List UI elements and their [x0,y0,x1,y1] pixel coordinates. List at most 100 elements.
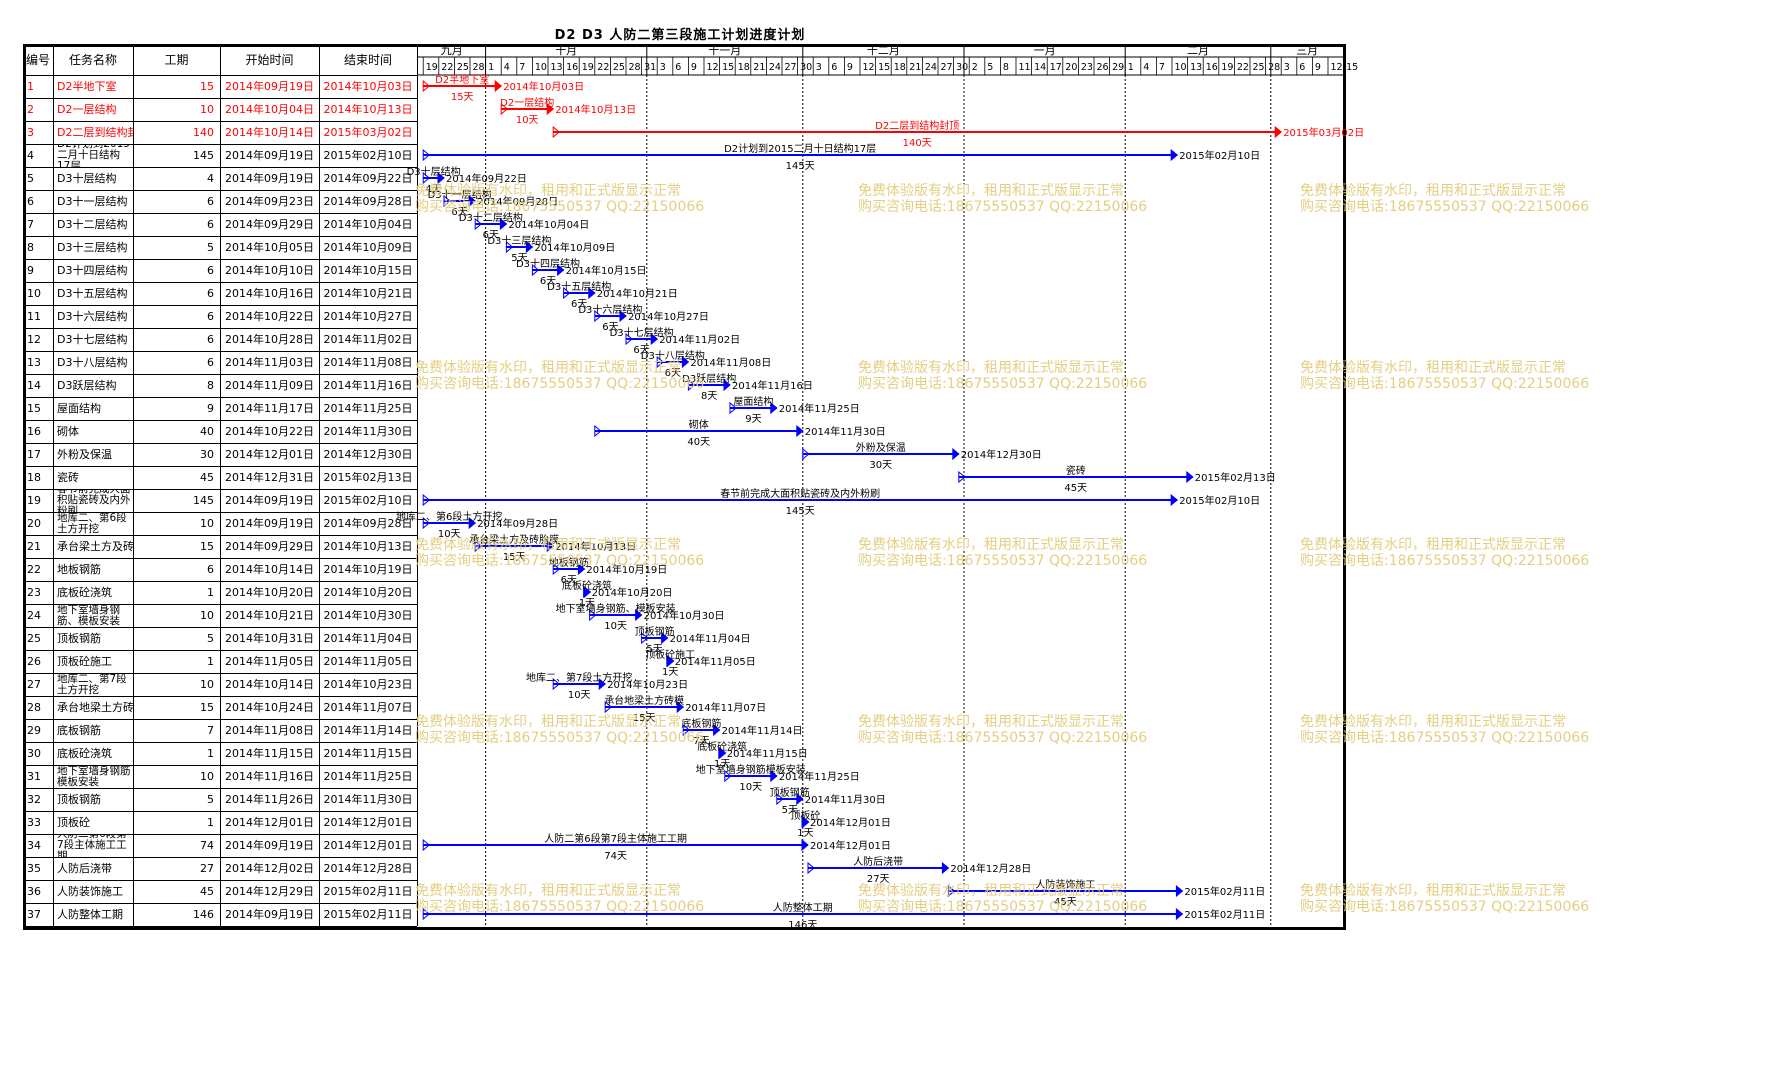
task-start: 2014年11月09日 [225,378,314,392]
table-row[interactable]: 34 人防二第6段第7段主体施工工期 74 2014年09月19日 2014年12月01… [23,834,417,857]
table-row[interactable]: 29 底板钢筋 7 2014年11月08日 2014年11月14日 [23,719,417,742]
task-start: 2014年11月05日 [225,654,314,668]
task-id: 11 [27,309,41,323]
task-end: 2014年10月03日 [323,79,413,93]
task-start: 2014年10月24日 [225,700,314,714]
task-id: 31 [27,769,41,783]
watermark: 免费体验版有水印，租用和正式版显示正常 购买咨询电话:18675550537 Q… [415,714,704,746]
task-end: 2014年10月13日 [323,102,413,116]
watermark-line-2: 购买咨询电话:18675550537 QQ:22150066 [1300,553,1590,569]
task-name: D3跃层结构 [57,378,117,392]
column-header-duration: 工期 [164,52,189,67]
table-row[interactable]: 32 顶板钢筋 5 2014年11月26日 2014年11月30日 [23,788,417,811]
task-end: 2014年10月23日 [323,677,413,691]
task-duration: 6 [207,194,214,208]
table-row[interactable]: 7 D3十二层结构 6 2014年09月29日 2014年10月04日 [23,213,417,236]
task-name: 地下室墙身钢筋、模板安装 [57,604,120,627]
task-id: 4 [27,148,34,162]
watermark: 免费体验版有水印，租用和正式版显示正常 购买咨询电话:18675550537 Q… [1300,537,1589,569]
task-id: 2 [27,102,34,116]
table-row[interactable]: 3 D2二层到结构封顶 140 2014年10月14日 2015年03月02日 [23,121,417,144]
task-name: 人防后浇带 [57,861,112,875]
task-id: 16 [27,424,41,438]
table-row[interactable]: 19 春节前完成大面积贴瓷砖及内外粉刷 145 2014年09月19日 2015年02月… [23,489,417,512]
table-row[interactable]: 11 D3十六层结构 6 2014年10月22日 2014年10月27日 [23,305,417,328]
table-row[interactable]: 2 D2一层结构 10 2014年10月04日 2014年10月13日 [23,98,417,121]
task-id: 17 [27,447,41,461]
watermark-line-1: 免费体验版有水印，租用和正式版显示正常 [1300,883,1566,899]
task-id: 9 [27,263,34,277]
task-name: 地下室墙身钢筋模板安装 [57,765,131,788]
task-name: D3十一层结构 [57,194,128,208]
task-end: 2014年11月16日 [323,378,413,392]
task-duration: 6 [207,355,214,369]
table-row[interactable]: 16 砌体 40 2014年10月22日 2014年11月30日 [23,420,417,443]
watermark-line-2: 购买咨询电话:18675550537 QQ:22150066 [858,730,1148,746]
task-duration: 146 [193,907,214,921]
table-row[interactable]: 33 顶板砼 1 2014年12月01日 2014年12月01日 [23,811,417,834]
column-divider [23,44,24,926]
table-row[interactable]: 15 屋面结构 9 2014年11月17日 2014年11月25日 [23,397,417,420]
table-row[interactable]: 10 D3十五层结构 6 2014年10月16日 2014年10月21日 [23,282,417,305]
task-start: 2014年10月31日 [225,631,314,645]
task-duration: 10 [200,677,214,691]
watermark-line-2: 购买咨询电话:18675550537 QQ:22150066 [415,199,705,215]
table-row[interactable]: 13 D3十八层结构 6 2014年11月03日 2014年11月08日 [23,351,417,374]
table-row[interactable]: 4 D2计划到2015二月十日结构17层 145 2014年09月19日 2015年02… [23,144,417,167]
table-row[interactable]: 9 D3十四层结构 6 2014年10月10日 2014年10月15日 [23,259,417,282]
task-duration: 4 [207,171,214,185]
table-row[interactable]: 35 人防后浇带 27 2014年12月02日 2014年12月28日 [23,857,417,880]
table-row[interactable]: 30 底板砼浇筑 1 2014年11月15日 2014年11月15日 [23,742,417,765]
task-end: 2014年10月21日 [323,286,413,300]
task-duration: 15 [200,539,214,553]
table-row[interactable]: 12 D3十七层结构 6 2014年10月28日 2014年11月02日 [23,328,417,351]
table-row[interactable]: 8 D3十三层结构 5 2014年10月05日 2014年10月09日 [23,236,417,259]
table-row[interactable]: 37 人防整体工期 146 2014年09月19日 2015年02月11日 [23,903,417,926]
table-row[interactable]: 24 地下室墙身钢筋、模板安装 10 2014年10月21日 2014年10月30日 [23,604,417,627]
task-start: 2014年10月05日 [225,240,314,254]
table-row[interactable]: 36 人防装饰施工 45 2014年12月29日 2015年02月11日 [23,880,417,903]
table-row[interactable]: 5 D3十层结构 4 2014年09月19日 2014年09月22日 [23,167,417,190]
task-name: D3十八层结构 [57,355,128,369]
task-id: 28 [27,700,41,714]
watermark-line-1: 免费体验版有水印，租用和正式版显示正常 [858,714,1124,730]
table-row[interactable]: 18 瓷砖 45 2014年12月31日 2015年02月13日 [23,466,417,489]
table-row[interactable]: 25 顶板钢筋 5 2014年10月31日 2014年11月04日 [23,627,417,650]
table-row[interactable]: 6 D3十一层结构 6 2014年09月23日 2014年09月28日 [23,190,417,213]
chart-title: D2 D3 人防二第三段施工计划进度计划 [554,28,806,43]
watermark: 免费体验版有水印，租用和正式版显示正常 购买咨询电话:18675550537 Q… [858,714,1147,746]
task-duration: 27 [200,861,214,875]
table-row[interactable]: 31 地下室墙身钢筋模板安装 10 2014年11月16日 2014年11月25日 [23,765,417,788]
watermark: 免费体验版有水印，租用和正式版显示正常 购买咨询电话:18675550537 Q… [415,537,704,569]
watermark: 免费体验版有水印，租用和正式版显示正常 购买咨询电话:18675550537 Q… [858,183,1147,215]
table-row[interactable]: 28 承台地梁土方砖模 15 2014年10月24日 2014年11月07日 [23,696,417,719]
watermark-line-1: 免费体验版有水印，租用和正式版显示正常 [1300,183,1566,199]
task-end: 2014年10月13日 [323,539,413,553]
table-row[interactable]: 17 外粉及保温 30 2014年12月01日 2014年12月30日 [23,443,417,466]
table-row[interactable]: 22 地板钢筋 6 2014年10月14日 2014年10月19日 [23,558,417,581]
table-row[interactable]: 21 承台梁土方及砖胎膜 15 2014年09月29日 2014年10月13日 [23,535,417,558]
column-header-start: 开始时间 [245,52,294,67]
table-row[interactable]: 23 底板砼浇筑 1 2014年10月20日 2014年10月20日 [23,581,417,604]
watermark-line-1: 免费体验版有水印，租用和正式版显示正常 [858,183,1124,199]
task-end: 2014年11月30日 [323,424,413,438]
table-row[interactable]: 14 D3跃层结构 8 2014年11月09日 2014年11月16日 [23,374,417,397]
task-end: 2014年12月01日 [323,815,413,829]
task-id: 27 [27,677,41,691]
task-name: D2计划到2015二月十日结构17层 [57,144,130,167]
watermark-line-1: 免费体验版有水印，租用和正式版显示正常 [858,537,1124,553]
task-duration: 10 [200,769,214,783]
task-start: 2014年11月17日 [225,401,314,415]
task-start: 2014年12月01日 [225,447,314,461]
table-row[interactable]: 26 顶板砼施工 1 2014年11月05日 2014年11月05日 [23,650,417,673]
table-row[interactable]: 20 地库二、第6段土方开挖 10 2014年09月19日 2014年09月28日 [23,512,417,535]
task-start: 2014年09月19日 [225,907,314,921]
task-end: 2015年02月10日 [323,148,413,162]
table-row[interactable]: 27 地库二、第7段土方开挖 10 2014年10月14日 2014年10月23日 [23,673,417,696]
task-start: 2014年11月16日 [225,769,314,783]
task-id: 7 [27,217,34,231]
watermark: 免费体验版有水印，租用和正式版显示正常 购买咨询电话:18675550537 Q… [1300,183,1589,215]
watermark-line-1: 免费体验版有水印，租用和正式版显示正常 [1300,360,1566,376]
table-row[interactable]: 1 D2半地下室 15 2014年09月19日 2014年10月03日 [23,75,417,98]
task-duration: 1 [207,654,214,668]
